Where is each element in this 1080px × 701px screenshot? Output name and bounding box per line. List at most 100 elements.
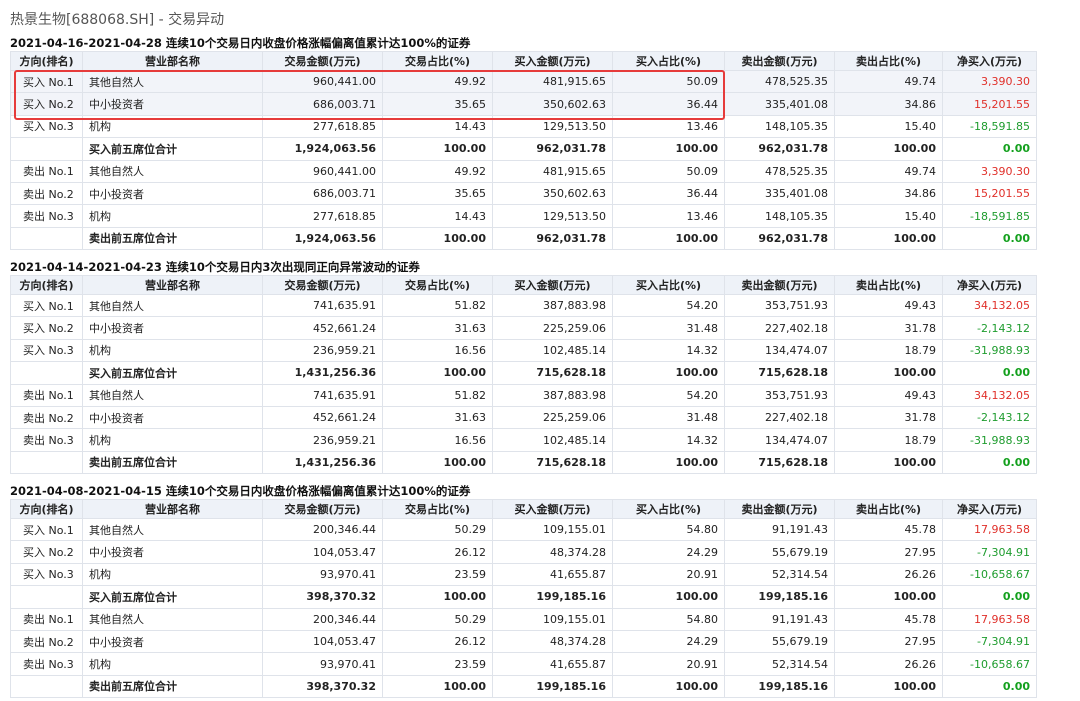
column-header[interactable]: 卖出金额(万元) xyxy=(724,275,835,295)
direction-cell: 买入 No.2 xyxy=(10,316,83,340)
value-cell: 236,959.21 xyxy=(262,338,383,363)
value-cell: 715,628.18 xyxy=(492,361,613,385)
column-header[interactable]: 方向(排名) xyxy=(10,51,83,71)
value-cell: 54.80 xyxy=(612,607,725,631)
section-1: 2021-04-16-2021-04-28 连续10个交易日内收盘价格涨幅偏离值… xyxy=(10,35,1037,251)
value-cell: 277,618.85 xyxy=(262,114,383,139)
value-cell: 91,191.43 xyxy=(724,607,835,631)
header-row: 方向(排名) 营业部名称 交易金额(万元) 交易占比(%) 买入金额(万元) 买入占比(%… xyxy=(10,275,1037,295)
value-cell: 26.26 xyxy=(834,652,943,676)
trade-table: 方向(排名) 营业部名称 交易金额(万元) 交易占比(%) 买入金额(万元) 买入占比(%… xyxy=(10,275,1037,475)
column-header[interactable]: 净买入(万元) xyxy=(942,499,1037,519)
value-cell: 148,105.35 xyxy=(724,204,835,228)
column-header[interactable]: 卖出金额(万元) xyxy=(724,499,835,519)
column-header[interactable]: 交易占比(%) xyxy=(382,275,493,295)
value-cell: -18,591.85 xyxy=(942,114,1037,139)
value-cell: 104,053.47 xyxy=(262,629,383,654)
summary-row: 买入前五席位合计 1,924,063.56 100.00 962,031.78 100.… xyxy=(10,137,1037,161)
broker-name-cell: 卖出前五席位合计 xyxy=(82,450,263,475)
column-header[interactable]: 卖出占比(%) xyxy=(834,275,943,295)
value-cell: 100.00 xyxy=(382,585,493,609)
value-cell: 16.56 xyxy=(382,338,493,363)
column-header[interactable]: 买入占比(%) xyxy=(612,275,725,295)
column-header[interactable]: 交易金额(万元) xyxy=(262,499,383,519)
direction-cell xyxy=(10,674,83,699)
column-header[interactable]: 交易占比(%) xyxy=(382,499,493,519)
value-cell: 102,485.14 xyxy=(492,338,613,363)
value-cell: 14.32 xyxy=(612,338,725,363)
value-cell: 17,963.58 xyxy=(942,517,1037,542)
column-header[interactable]: 买入占比(%) xyxy=(612,51,725,71)
table-row: 买入 No.3 机构 236,959.21 16.56 102,485.14 14.32 1… xyxy=(10,338,1037,363)
value-cell: 104,053.47 xyxy=(262,540,383,564)
value-cell: 100.00 xyxy=(382,137,493,161)
value-cell: -31,988.93 xyxy=(942,338,1037,363)
value-cell: 49.92 xyxy=(382,69,493,94)
value-cell: 31.48 xyxy=(612,316,725,340)
column-header[interactable]: 净买入(万元) xyxy=(942,275,1037,295)
broker-name-cell: 机构 xyxy=(82,562,263,587)
value-cell: 353,751.93 xyxy=(724,383,835,407)
table-row: 卖出 No.2 中小投资者 686,003.71 35.65 350,602.63 36.… xyxy=(10,181,1037,206)
value-cell: -10,658.67 xyxy=(942,562,1037,587)
column-header[interactable]: 营业部名称 xyxy=(82,275,263,295)
column-header[interactable]: 买入金额(万元) xyxy=(492,51,613,71)
value-cell: 1,431,256.36 xyxy=(262,450,383,475)
column-header[interactable]: 交易占比(%) xyxy=(382,51,493,71)
value-cell: 0.00 xyxy=(942,361,1037,385)
value-cell: 54.20 xyxy=(612,383,725,407)
value-cell: 960,441.00 xyxy=(262,159,383,183)
column-header[interactable]: 营业部名称 xyxy=(82,51,263,71)
value-cell: 100.00 xyxy=(382,450,493,475)
broker-name-cell: 机构 xyxy=(82,204,263,228)
section-3: 2021-04-08-2021-04-15 连续10个交易日内收盘价格涨幅偏离值… xyxy=(10,483,1037,699)
value-cell: 0.00 xyxy=(942,137,1037,161)
value-cell: 20.91 xyxy=(612,562,725,587)
direction-cell: 卖出 No.1 xyxy=(10,607,83,631)
broker-name-cell: 中小投资者 xyxy=(82,316,263,340)
column-header[interactable]: 买入占比(%) xyxy=(612,499,725,519)
column-header[interactable]: 净买入(万元) xyxy=(942,51,1037,71)
value-cell: 100.00 xyxy=(834,674,943,699)
column-header[interactable]: 交易金额(万元) xyxy=(262,51,383,71)
direction-cell: 买入 No.3 xyxy=(10,562,83,587)
column-header[interactable]: 方向(排名) xyxy=(10,275,83,295)
value-cell: 91,191.43 xyxy=(724,517,835,542)
table-row: 卖出 No.3 机构 236,959.21 16.56 102,485.14 14.32 1… xyxy=(10,428,1037,452)
summary-row: 卖出前五席位合计 1,431,256.36 100.00 715,628.18 100.… xyxy=(10,450,1037,475)
value-cell: 18.79 xyxy=(834,428,943,452)
broker-name-cell: 其他自然人 xyxy=(82,607,263,631)
column-header[interactable]: 卖出占比(%) xyxy=(834,51,943,71)
value-cell: 52,314.54 xyxy=(724,562,835,587)
column-header[interactable]: 卖出占比(%) xyxy=(834,499,943,519)
broker-name-cell: 机构 xyxy=(82,114,263,139)
column-header[interactable]: 买入金额(万元) xyxy=(492,499,613,519)
value-cell: 14.43 xyxy=(382,114,493,139)
value-cell: 686,003.71 xyxy=(262,181,383,206)
table-row: 买入 No.1 其他自然人 960,441.00 49.92 481,915.65 50.… xyxy=(10,69,1037,94)
table-row: 卖出 No.2 中小投资者 104,053.47 26.12 48,374.28 24.2… xyxy=(10,629,1037,654)
summary-row: 买入前五席位合计 398,370.32 100.00 199,185.16 100.00… xyxy=(10,585,1037,609)
header-row: 方向(排名) 营业部名称 交易金额(万元) 交易占比(%) 买入金额(万元) 买入占比(%… xyxy=(10,499,1037,519)
column-header[interactable]: 买入金额(万元) xyxy=(492,275,613,295)
direction-cell: 卖出 No.3 xyxy=(10,204,83,228)
value-cell: 52,314.54 xyxy=(724,652,835,676)
value-cell: 398,370.32 xyxy=(262,585,383,609)
table-row: 买入 No.3 机构 93,970.41 23.59 41,655.87 20.91 52,… xyxy=(10,562,1037,587)
column-header[interactable]: 卖出金额(万元) xyxy=(724,51,835,71)
value-cell: 100.00 xyxy=(834,137,943,161)
value-cell: 15,201.55 xyxy=(942,92,1037,116)
direction-cell: 买入 No.1 xyxy=(10,517,83,542)
column-header[interactable]: 交易金额(万元) xyxy=(262,275,383,295)
value-cell: -10,658.67 xyxy=(942,652,1037,676)
value-cell: 36.44 xyxy=(612,181,725,206)
value-cell: 227,402.18 xyxy=(724,405,835,430)
value-cell: 26.12 xyxy=(382,540,493,564)
column-header[interactable]: 方向(排名) xyxy=(10,499,83,519)
value-cell: 93,970.41 xyxy=(262,562,383,587)
value-cell: 23.59 xyxy=(382,652,493,676)
summary-row: 卖出前五席位合计 398,370.32 100.00 199,185.16 100.00… xyxy=(10,674,1037,699)
column-header[interactable]: 营业部名称 xyxy=(82,499,263,519)
value-cell: 100.00 xyxy=(834,450,943,475)
table-row: 卖出 No.3 机构 277,618.85 14.43 129,513.50 13.46 1… xyxy=(10,204,1037,228)
